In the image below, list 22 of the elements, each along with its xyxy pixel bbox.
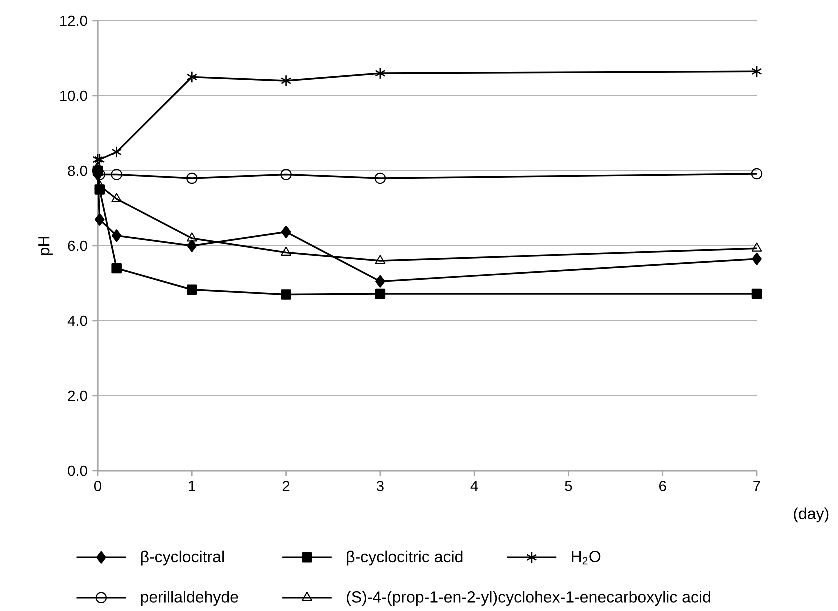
x-tick-label: 6 <box>660 481 666 492</box>
legend-label: β-cyclocitric acid <box>347 550 463 566</box>
x-tick-label: 1 <box>189 481 196 492</box>
x-axis-title: (day) <box>794 508 829 523</box>
y-tick-label: 10.0 <box>60 90 88 102</box>
y-axis-title: pH <box>38 237 53 256</box>
y-tick-label: 6.0 <box>68 240 88 252</box>
legend-label: (S)-4-(prop-1-en-2-yl)cyclohex-1-enecarboxylic acid <box>347 591 710 606</box>
x-tick-label: 2 <box>282 481 290 492</box>
legend-label: H$_{2}$O <box>572 551 601 565</box>
y-tick-label: 4.0 <box>68 316 88 326</box>
legend-label: perillaldehyde <box>141 591 238 606</box>
x-tick-label: 0 <box>94 481 102 492</box>
x-tick-label: 4 <box>470 481 478 492</box>
x-tick-label: 5 <box>565 481 572 492</box>
x-tick-label: 3 <box>376 481 384 492</box>
y-tick-label: 2.0 <box>68 390 88 402</box>
y-tick-label: 0.0 <box>68 466 88 476</box>
y-tick-label: 8.0 <box>68 166 88 176</box>
legend-label: β-cyclocitral <box>141 550 224 566</box>
y-tick-label: 12.0 <box>60 16 88 26</box>
x-tick-label: 7 <box>754 481 760 492</box>
